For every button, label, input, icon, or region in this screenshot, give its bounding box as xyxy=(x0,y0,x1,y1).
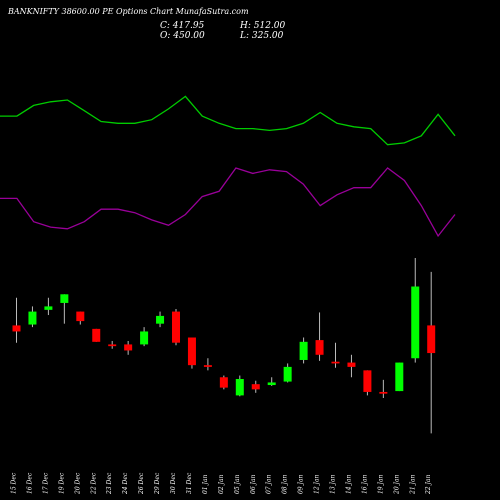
candle xyxy=(395,362,404,392)
x-tick-label: 12 Jan xyxy=(314,474,321,494)
candle-body xyxy=(12,325,21,332)
indicator-line-2 xyxy=(0,167,456,238)
candle xyxy=(363,370,372,396)
x-tick-label: 02 Jan xyxy=(218,474,225,494)
candle xyxy=(235,375,244,397)
candle-body xyxy=(235,378,244,396)
candle xyxy=(44,297,53,316)
x-tick-label: 09 Jan xyxy=(298,474,305,494)
candle-body xyxy=(347,362,356,367)
x-tick-label: 29 Dec xyxy=(154,472,161,495)
x-tick-label: 16 Dec xyxy=(26,472,33,494)
candle xyxy=(92,328,101,342)
candle xyxy=(187,337,196,369)
chart-title: BANKNIFTY 38600.00 PE Options Chart Muna… xyxy=(8,7,249,16)
candle xyxy=(251,380,260,393)
x-tick-label: 20 Dec xyxy=(74,472,81,495)
candle-body xyxy=(427,325,436,354)
indicator-lines xyxy=(0,95,456,238)
candle xyxy=(219,375,228,390)
open-value: O: 450.00 xyxy=(160,31,205,41)
x-tick-label: 17 Dec xyxy=(42,472,49,494)
candle-body xyxy=(283,366,292,382)
candle-body xyxy=(140,331,149,345)
candle xyxy=(331,342,340,368)
x-tick-label: 16 Jan xyxy=(361,474,368,494)
candle xyxy=(267,377,276,386)
close-value: C: 417.95 xyxy=(160,21,205,31)
x-tick-label: 15 Dec xyxy=(11,472,18,494)
candle xyxy=(379,379,388,398)
candles xyxy=(12,258,436,434)
candle-body xyxy=(187,337,196,366)
x-tick-label: 21 Jan xyxy=(409,474,416,495)
x-tick-label: 22 Jan xyxy=(425,474,432,495)
candle-body xyxy=(108,344,117,347)
candle xyxy=(203,358,212,371)
x-tick-label: 08 Jan xyxy=(282,474,289,494)
x-tick-label: 26 Dec xyxy=(138,472,145,495)
candle-body xyxy=(172,311,180,343)
candle xyxy=(140,327,149,347)
candle-body xyxy=(299,341,308,360)
candle-body xyxy=(395,362,404,392)
candle xyxy=(108,340,117,349)
candle xyxy=(411,258,420,363)
x-tick-label: 24 Dec xyxy=(122,472,129,495)
x-tick-label: 30 Dec xyxy=(170,472,177,494)
x-tick-label: 01 Jan xyxy=(202,474,209,494)
x-tick-label: 19 Dec xyxy=(58,472,65,494)
x-tick-label: 31 Dec xyxy=(186,472,193,494)
candle xyxy=(156,311,165,328)
x-tick-label: 06 Jan xyxy=(250,474,257,494)
candle-body xyxy=(315,340,324,355)
candle xyxy=(283,363,292,383)
candle xyxy=(12,297,21,343)
candle-body xyxy=(203,365,212,367)
candle-body xyxy=(411,286,420,359)
x-tick-label: 23 Dec xyxy=(106,472,113,495)
candle-body xyxy=(60,294,69,303)
x-tick-label: 05 Jan xyxy=(234,474,241,494)
candle-body xyxy=(331,361,340,364)
x-tick-label: 07 Jan xyxy=(266,474,273,494)
candle xyxy=(76,311,85,325)
candle-body xyxy=(267,382,276,386)
x-tick-label: 19 Jan xyxy=(377,474,384,494)
x-tick-label: 13 Jan xyxy=(330,474,337,494)
candle xyxy=(172,308,180,346)
candle xyxy=(347,354,356,378)
candle xyxy=(124,340,133,355)
candle-body xyxy=(219,377,228,388)
candle-body xyxy=(251,384,260,390)
candle xyxy=(427,271,436,434)
candle-body xyxy=(124,344,133,351)
candle-body xyxy=(28,311,37,325)
candle-body xyxy=(363,370,372,392)
candle xyxy=(28,306,37,328)
candle xyxy=(299,337,308,364)
low-value: L: 325.00 xyxy=(240,31,284,41)
high-value: H: 512.00 xyxy=(240,21,286,31)
candle-body xyxy=(76,311,85,322)
candle xyxy=(60,294,69,324)
candle-body xyxy=(92,328,101,342)
indicator-line-1 xyxy=(0,95,456,146)
candle-body xyxy=(379,391,388,394)
candle-body xyxy=(44,306,53,310)
candle xyxy=(315,312,324,361)
x-axis-labels: 15 Dec 16 Dec 17 Dec 19 Dec 20 Dec 22 Dec 23 D… xyxy=(11,472,433,495)
x-tick-label: 20 Jan xyxy=(393,474,400,495)
x-tick-label: 14 Jan xyxy=(345,474,352,494)
x-tick-label: 22 Dec xyxy=(90,472,97,495)
candle-body xyxy=(156,315,165,324)
